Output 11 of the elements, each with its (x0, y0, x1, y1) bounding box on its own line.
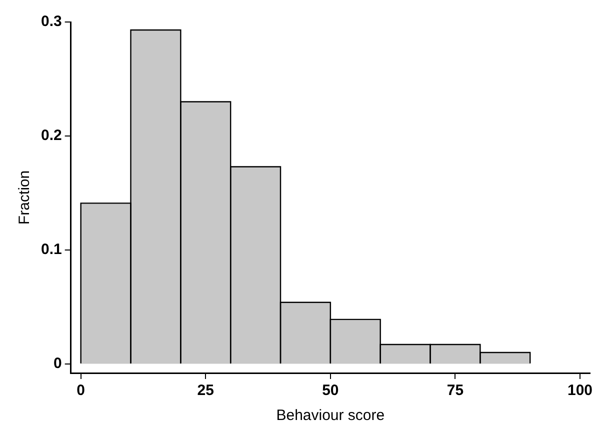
y-tick-label: 0.2 (40, 127, 62, 144)
x-tick-label: 0 (76, 382, 86, 400)
y-tick-label: 0 (54, 355, 62, 372)
y-tick-label: 0.3 (40, 13, 62, 30)
x-tick-label: 50 (322, 382, 339, 400)
y-tick-label: 0.1 (40, 241, 62, 258)
x-axis-title: Behaviour score (276, 407, 385, 424)
x-tick-label: 25 (197, 382, 214, 400)
y-axis-title: Fraction (16, 170, 34, 225)
x-tick-label: 100 (568, 382, 593, 400)
x-tick-label: 75 (446, 382, 464, 400)
